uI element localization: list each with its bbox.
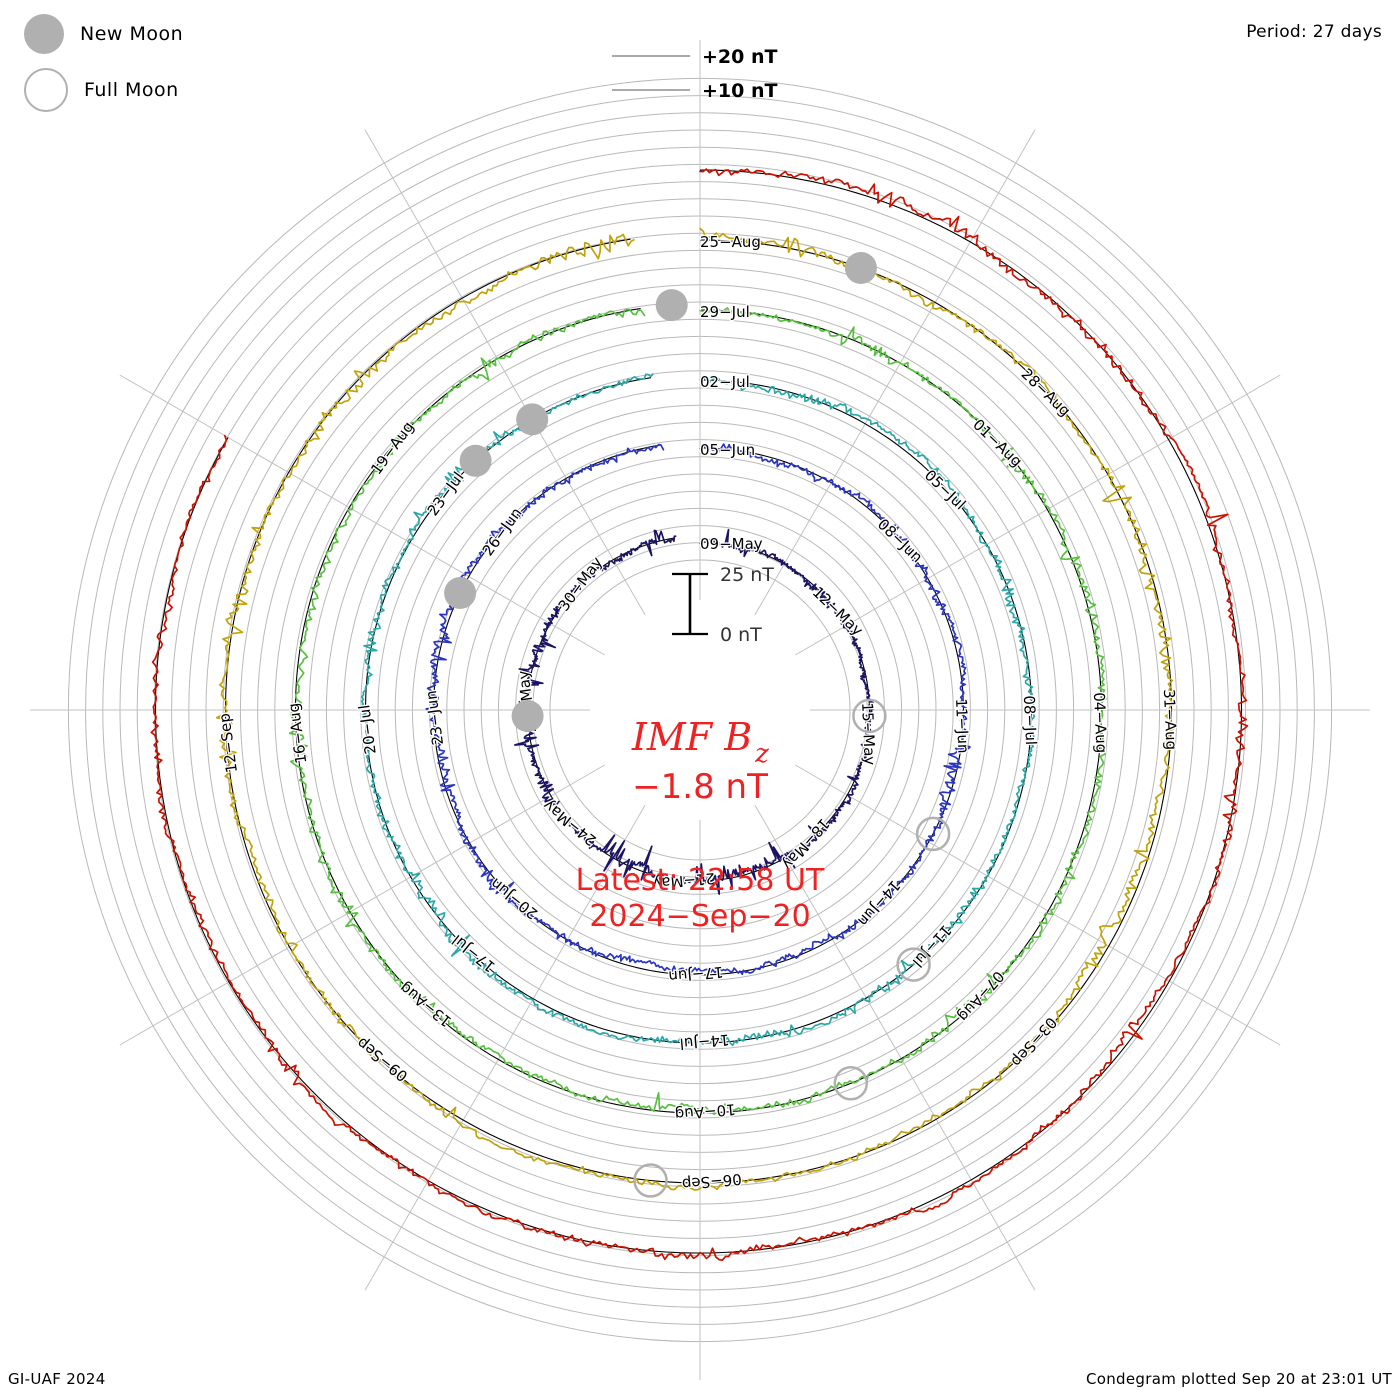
- radial-axis-label: +20 nT: [702, 46, 778, 68]
- full-moon-icon: [24, 68, 68, 112]
- footer-credit: GI-UAF 2024: [8, 1370, 106, 1388]
- legend-label-full-moon: Full Moon: [84, 79, 179, 101]
- parameter-value: −1.8 nT: [632, 767, 768, 807]
- turn-date-label: 16−Aug: [284, 702, 310, 765]
- full-moon-marker: [915, 816, 951, 852]
- scale-bar-top-label: 25 nT: [720, 564, 774, 586]
- turn-date-label: 20−Jul: [355, 704, 379, 756]
- full-moon-marker: [833, 1066, 869, 1101]
- legend-item-full-moon: Full Moon: [24, 62, 183, 118]
- turn-date-label: 05−Jun: [700, 441, 755, 459]
- turn-date-label: 31−Aug: [1160, 689, 1181, 751]
- turn-date-label: 26−Jun: [479, 504, 526, 559]
- turn-date-label: 14−Jul: [679, 1030, 730, 1052]
- new-moon-marker: [655, 289, 688, 322]
- legend-label-new-moon: New Moon: [80, 23, 184, 45]
- turn-date-label: 15−May: [858, 702, 879, 766]
- scale-bar-bottom-label: 0 nT: [720, 624, 762, 646]
- full-moon-marker: [852, 698, 887, 734]
- turn-date-label: 04−Aug: [1090, 692, 1111, 754]
- moon-legend: New Moon Full Moon: [24, 6, 183, 118]
- full-moon-marker: [633, 1163, 668, 1198]
- turn-date-label: 08−Jul: [1020, 695, 1040, 746]
- footer-timestamp: Condegram plotted Sep 20 at 23:01 UT: [1086, 1370, 1392, 1388]
- new-moon-marker: [844, 252, 877, 284]
- turn-date-label: 01−Aug: [969, 415, 1026, 470]
- new-moon-marker: [516, 403, 549, 436]
- scale-bar: 25 nT 0 nT: [672, 564, 774, 646]
- period-label: Period: 27 days: [1246, 22, 1382, 42]
- parameter-title: IMF B: [631, 715, 752, 759]
- turn-date-label: 12−Sep: [215, 712, 241, 774]
- new-moon-icon: [24, 14, 64, 54]
- turn-date-label: 14−Jun: [854, 877, 904, 930]
- turn-date-label: 24−May: [539, 796, 599, 849]
- new-moon-marker: [459, 444, 492, 477]
- new-moon-marker: [511, 700, 544, 732]
- latest-time: Latest: 22:58 UT: [576, 863, 825, 898]
- turn-date-label: 11−Jun: [952, 698, 972, 754]
- latest-date: 2024−Sep−20: [589, 899, 810, 934]
- turn-date-label: 06−Sep: [681, 1170, 742, 1193]
- turn-date-label: 03−Sep: [1007, 1013, 1060, 1070]
- turn-date-label: 09−May: [700, 535, 763, 553]
- turn-date-label: 13−Aug: [396, 978, 455, 1030]
- new-moon-marker: [444, 577, 477, 609]
- parameter-subscript: z: [754, 739, 769, 769]
- legend-item-new-moon: New Moon: [24, 6, 183, 62]
- turn-date-label: 11−Jul: [909, 921, 955, 970]
- turn-date-label: 17−Jun: [668, 963, 724, 986]
- turn-date-label: 02−Jul: [700, 373, 750, 391]
- turn-date-label: 12−May: [809, 583, 867, 639]
- turn-date-label: 29−Jul: [700, 303, 750, 321]
- turn-date-label: 23−Jun: [422, 689, 447, 746]
- turn-date-label: 25−Aug: [700, 233, 761, 251]
- full-moon-marker: [896, 947, 931, 982]
- radial-axis-label: +10 nT: [702, 80, 778, 102]
- turn-date-label: 05−Jul: [921, 466, 969, 513]
